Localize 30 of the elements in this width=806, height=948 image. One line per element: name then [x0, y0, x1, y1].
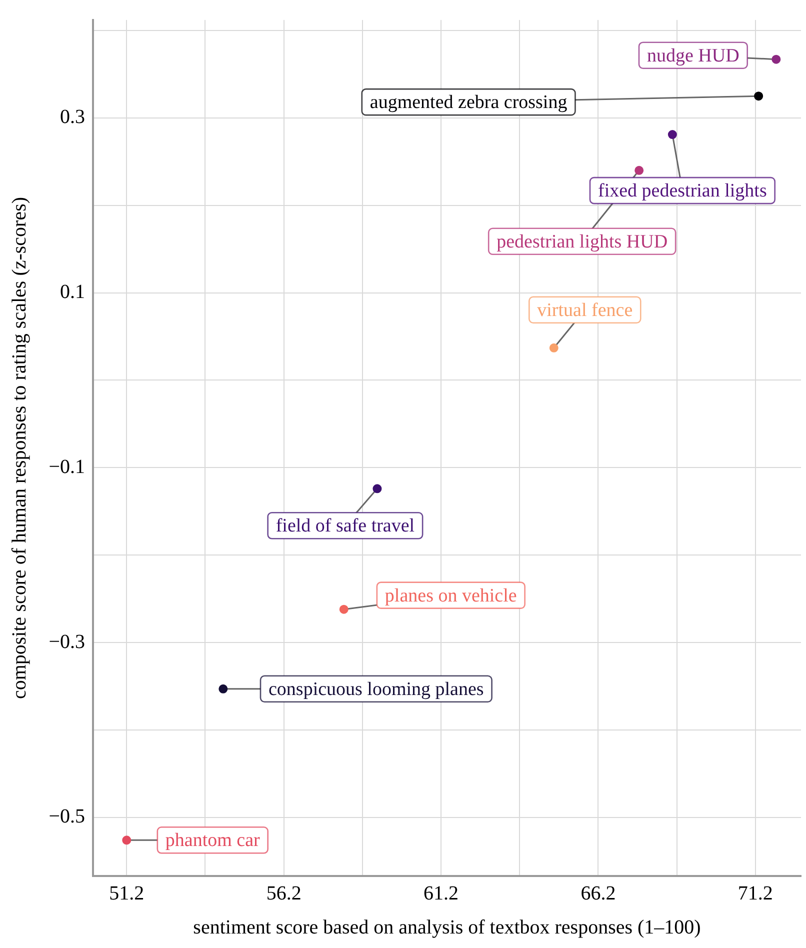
y-tick-label: −0.1 — [48, 456, 85, 478]
point — [339, 604, 348, 614]
y-tick-label: 0.3 — [60, 106, 85, 128]
point — [772, 54, 781, 64]
point — [754, 92, 764, 101]
series-label: phantom car — [165, 830, 261, 852]
x-tick-label: 71.2 — [738, 882, 773, 904]
y-axis-title: composite score of human responses to rating scales (z-scores) — [8, 196, 30, 700]
x-tick-label: 61.2 — [424, 882, 459, 904]
x-tick-label: 56.2 — [266, 882, 302, 904]
point — [372, 484, 382, 494]
text: augmented zebra crossing — [370, 92, 568, 114]
text: conspicuous looming planes — [268, 678, 484, 700]
series-label: planes on vehicle — [384, 585, 517, 606]
point — [122, 836, 132, 845]
x-tick-label: 66.2 — [580, 882, 616, 904]
y-tick-label: −0.3 — [48, 630, 85, 653]
x-tick-label: 51.2 — [109, 882, 144, 904]
series-label: nudge HUD — [646, 45, 740, 66]
y-tick-label: −0.5 — [48, 806, 85, 828]
point — [634, 166, 644, 175]
point — [668, 130, 677, 140]
series-label: virtual fence — [537, 300, 633, 321]
text: pedestrian lights HUD — [496, 231, 668, 252]
point — [218, 684, 228, 694]
point — [549, 343, 558, 352]
y-tick-label: 0.1 — [60, 281, 85, 304]
text: field of safe travel — [276, 516, 415, 537]
text: fixed pedestrian lights — [598, 180, 767, 202]
x-axis-title: sentiment score based on analysis of textbox responses (1–100) — [193, 916, 701, 938]
